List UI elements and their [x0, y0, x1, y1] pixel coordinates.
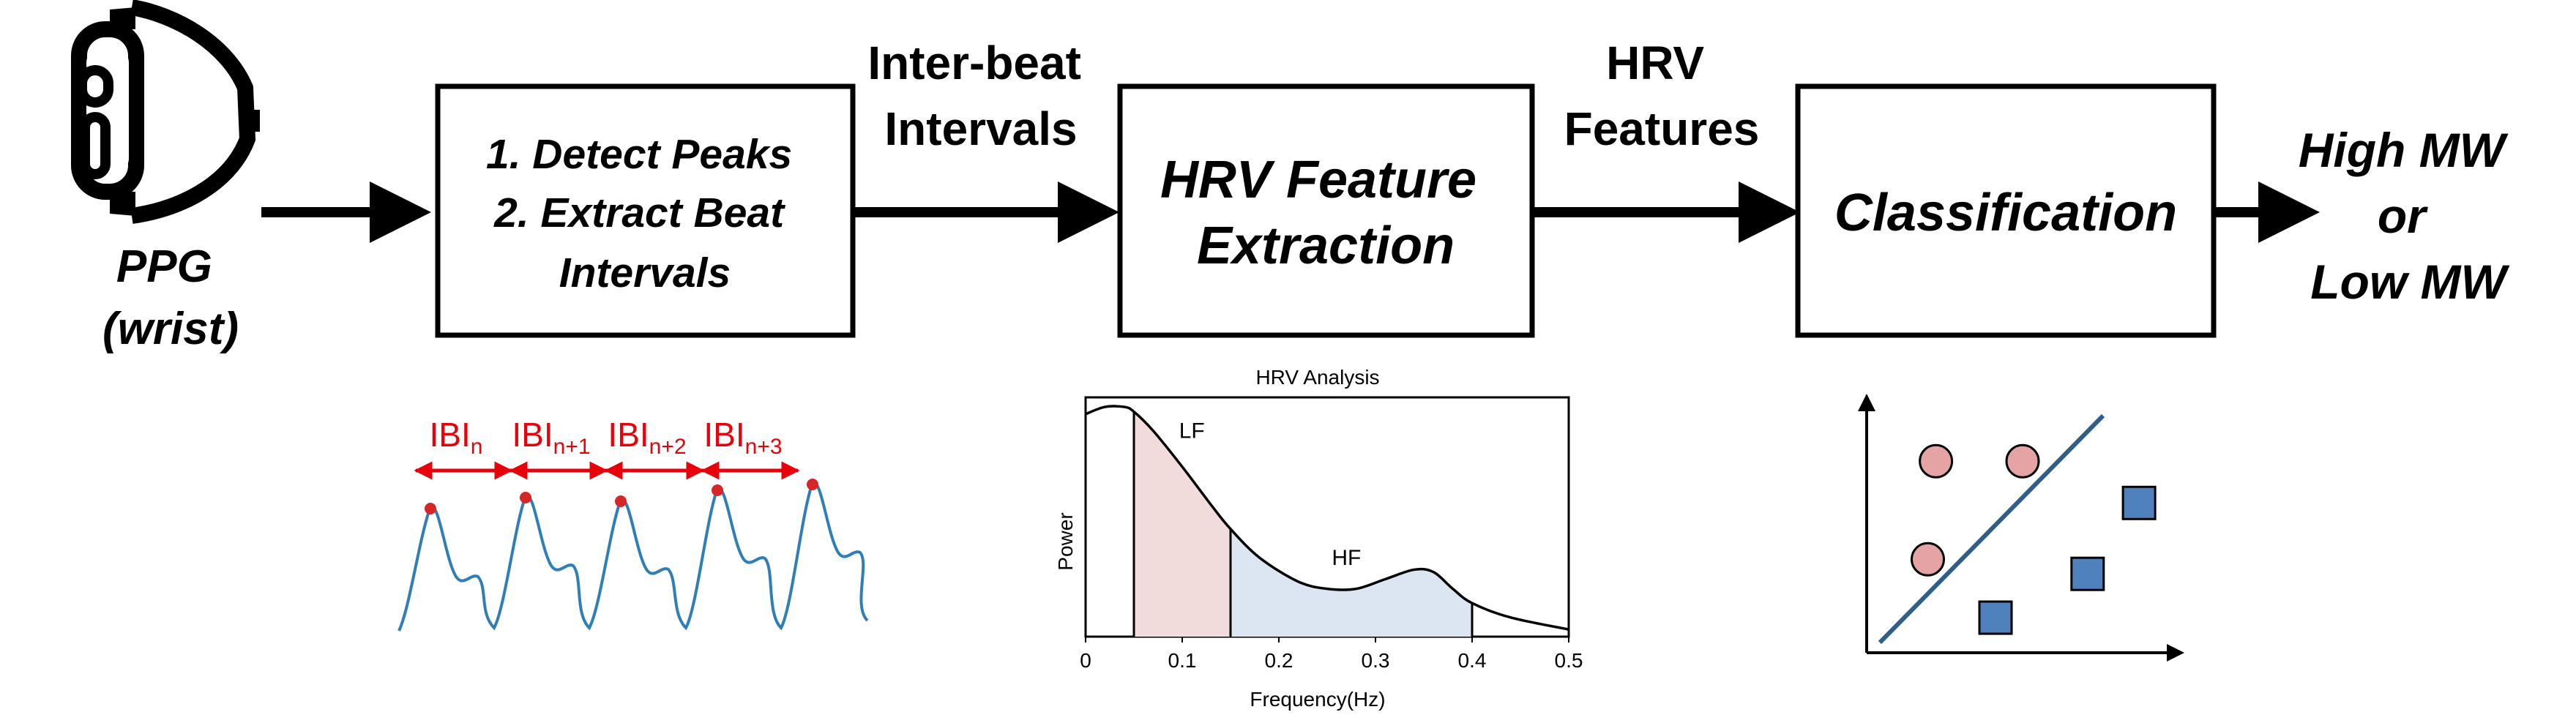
ibi-label-base: IBI	[512, 416, 553, 454]
classification-block-label: Classification	[1834, 184, 2177, 242]
chart-x-tick-label: 0.2	[1265, 649, 1293, 672]
smartwatch-icon	[71, 0, 260, 224]
class-a-point	[1911, 542, 1945, 577]
chart-title: HRV Analysis	[1255, 366, 1379, 389]
ppg-waveform-illustration: IBIn IBIn+1 IBIn+2 IBIn+3	[397, 416, 869, 632]
feature-extraction-block	[1117, 83, 1535, 338]
chart-x-tick-label: 0.3	[1362, 649, 1390, 672]
peak-detection-block	[435, 83, 856, 338]
chart-x-tick-label: 0.5	[1555, 649, 1583, 672]
ppg-peak-marker	[712, 484, 723, 496]
feature-extraction-block-label: HRV Feature Extraction	[1160, 151, 1491, 275]
chart-band-lf	[1134, 411, 1231, 637]
ibi-label: IBIn+1	[512, 416, 590, 459]
class-b-point	[2070, 556, 2105, 591]
output-label: High MW or Low MW	[2299, 123, 2519, 309]
chart-x-axis-label: Frequency(Hz)	[1250, 688, 1385, 711]
input-label-line: PPG	[116, 241, 212, 292]
block-label-line: 2. Extract Beat	[493, 190, 785, 236]
ibi-label-base: IBI	[430, 416, 471, 454]
chart-y-axis-label: Power	[1054, 512, 1077, 570]
ibi-label-base: IBI	[703, 416, 744, 454]
input-label: PPG (wrist)	[102, 241, 239, 354]
decision-boundary-line	[1878, 413, 2105, 645]
hrv-features-label: HRV Features	[1564, 37, 1760, 155]
inter-beat-intervals-label: Inter-beat Intervals	[867, 37, 1094, 155]
peak-detection-block-label: 1. Detect Peaks 2. Extract Beat Interval…	[486, 131, 804, 296]
input-label-line: (wrist)	[102, 304, 239, 354]
classifier-scatter-illustration	[1858, 394, 2184, 662]
block-label-line: Extraction	[1197, 217, 1455, 275]
class-a-point	[1919, 443, 1954, 479]
block-label-line: HRV Feature	[1160, 151, 1476, 209]
ibi-label-subscript: n	[471, 435, 483, 459]
block-label-line: 1. Detect Peaks	[486, 131, 792, 178]
ppg-peak-marker	[615, 495, 627, 507]
output-label-line: or	[2378, 189, 2428, 243]
output-label-line: Low MW	[2310, 255, 2509, 309]
ppg-peak-marker	[520, 492, 531, 503]
class-b-point	[1978, 600, 2013, 635]
ppg-peak-marker	[425, 503, 436, 514]
chart-psd-curve	[1085, 405, 1569, 631]
chart-x-tick-label: 0.4	[1458, 649, 1487, 672]
block-label-line: Intervals	[559, 250, 731, 296]
edge-label-line: Intervals	[884, 102, 1077, 155]
hrv-analysis-chart: HRV Analysis Frequency(Hz) Power LF HF 0 0.…	[1054, 366, 1583, 711]
chart-x-tick-label: 0.1	[1168, 649, 1197, 672]
ibi-label-base: IBI	[608, 416, 649, 454]
edge-label-line: Features	[1564, 102, 1760, 155]
class-b-point	[2121, 485, 2157, 520]
edge-label-line: Inter-beat	[867, 37, 1081, 89]
edge-label-line: HRV	[1606, 37, 1704, 89]
chart-band-hf	[1231, 528, 1472, 637]
ibi-label: IBIn	[430, 416, 483, 459]
classification-block	[1795, 83, 2217, 338]
ppg-signal-line	[397, 481, 869, 632]
output-label-line: High MW	[2299, 123, 2509, 177]
chart-band-label: LF	[1179, 419, 1205, 443]
chart-band-label: HF	[1332, 546, 1361, 570]
ibi-label-subscript: n+3	[745, 435, 783, 459]
ibi-label-subscript: n+1	[553, 435, 591, 459]
ppg-peak-marker	[807, 479, 818, 490]
class-a-point	[2005, 443, 2040, 479]
ibi-label-subscript: n+2	[649, 435, 687, 459]
chart-plot-area: LF HF 0 0.1 0.2 0.3 0.4 0.5	[1080, 396, 1583, 672]
chart-x-tick-label: 0	[1080, 649, 1091, 672]
ibi-label: IBIn+3	[703, 416, 782, 459]
block-label-line: Classification	[1834, 184, 2177, 242]
ibi-label: IBIn+2	[608, 416, 686, 459]
